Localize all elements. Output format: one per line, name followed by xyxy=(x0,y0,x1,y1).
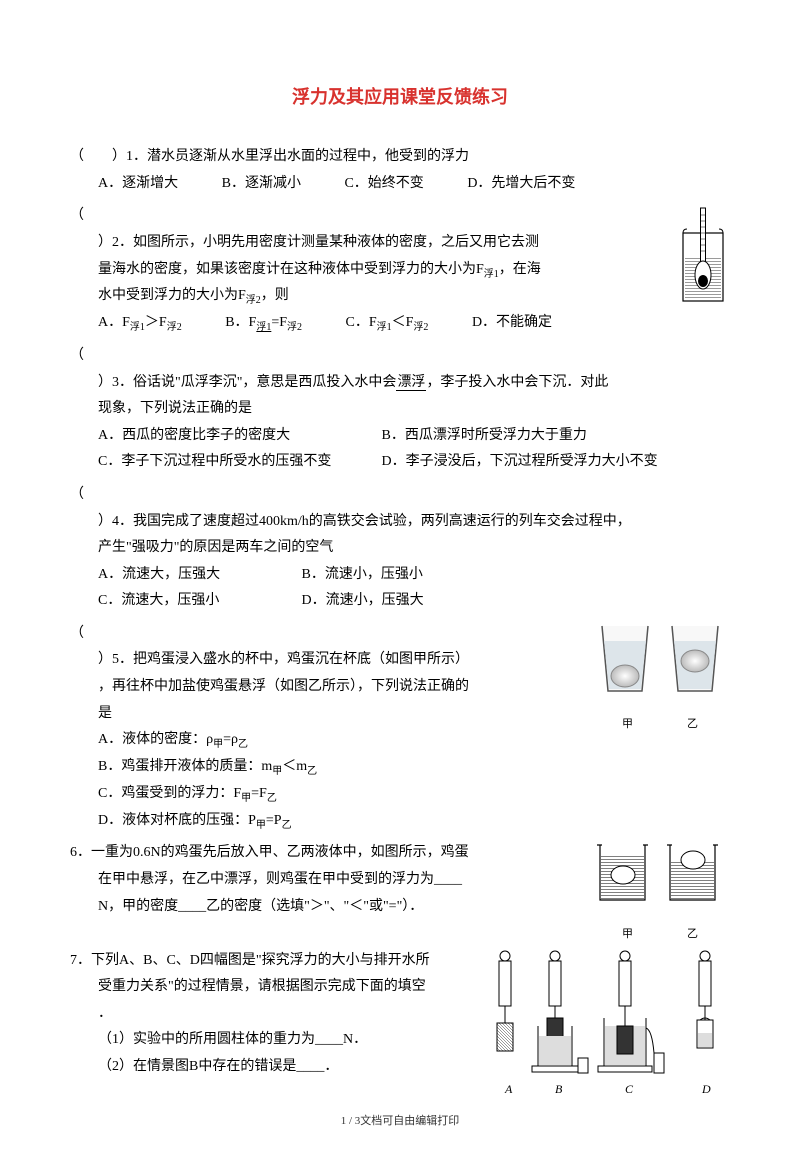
label-b: B xyxy=(555,1082,563,1096)
q2-paren: （ xyxy=(70,203,730,230)
q5-opt-c: C．鸡蛋受到的浮力：F甲=F乙 xyxy=(70,781,730,808)
q3-opt-d: D．李子浸没后，下沉过程所受浮力大小不变 xyxy=(382,449,662,476)
q3-stem2: 现象，下列说法正确的是 xyxy=(70,396,730,423)
q3-opt-b: B．西瓜漂浮时所受浮力大于重力 xyxy=(382,423,662,450)
q4-stem1: ）4．我国完成了速度超过400km/h的高铁交会试验，两列高速运行的列车交会过程… xyxy=(70,509,730,536)
q4-stem2: 产生"强吸力"的原因是两车之间的空气 xyxy=(70,535,730,562)
q3-opt-a: A．西瓜的密度比李子的密度大 xyxy=(98,423,378,450)
q1-opt-c: C．始终不变 xyxy=(344,171,423,198)
label-a: A xyxy=(504,1082,513,1096)
q1-opt-b: B．逐渐减小 xyxy=(222,171,301,198)
q4-opt-d: D．流速小，压强大 xyxy=(302,593,424,608)
question-7: A B C D 7．下列A、B、C、D四幅图是"探究浮力的大小与排开水所 受重力… xyxy=(70,948,730,1081)
question-5: 甲乙 （ ）5．把鸡蛋浸入盛水的杯中，鸡蛋沉在杯底（如图甲所示） ，再往杯中加盐… xyxy=(70,621,730,835)
q4-paren: （ xyxy=(70,482,730,509)
question-6: 甲乙 6．一重为0.6N的鸡蛋先后放入甲、乙两液体中，如图所示，鸡蛋 在甲中悬浮… xyxy=(70,840,730,920)
q3-stem1: ）3．俗话说"瓜浮李沉"，意思是西瓜投入水中会漂浮，李子投入水中会下沉．对此 xyxy=(70,370,730,397)
q2-opt-d: D．不能确定 xyxy=(472,315,552,330)
question-4: （ ）4．我国完成了速度超过400km/h的高铁交会试验，两列高速运行的列车交会… xyxy=(70,482,730,615)
q2-opt-b: B．F浮1=F浮2 xyxy=(225,315,302,330)
label-c: C xyxy=(625,1082,634,1096)
q6-label-yi: 乙 xyxy=(660,924,725,945)
q6-label-jia: 甲 xyxy=(595,924,660,945)
question-2: （ ）2．如图所示，小明先用密度计测量某种液体的密度，之后又用它去测 量海水的密… xyxy=(70,203,730,337)
question-3: （ ）3．俗话说"瓜浮李沉"，意思是西瓜投入水中会漂浮，李子投入水中会下沉．对此… xyxy=(70,343,730,476)
q2-opt-c: C．F浮1＜F浮2 xyxy=(346,315,429,330)
q1-opt-a: A．逐渐增大 xyxy=(98,171,178,198)
page-footer: 1 / 3文档可自由编辑打印 xyxy=(70,1111,730,1132)
q4-opt-b: B．流速小，压强小 xyxy=(302,567,423,582)
q4-opt-c: C．流速大，压强小 xyxy=(98,588,298,615)
q3-options: A．西瓜的密度比李子的密度大 B．西瓜漂浮时所受浮力大于重力 C．李子下沉过程中… xyxy=(70,423,730,476)
q3-opt-c: C．李子下沉过程中所受水的压强不变 xyxy=(98,449,378,476)
q2-options: A．F浮1＞F浮2 B．F浮1=F浮2 C．F浮1＜F浮2 D．不能确定 xyxy=(70,310,730,337)
q1-stem: （ ）1．潜水员逐渐从水里浮出水面的过程中，他受到的浮力 xyxy=(70,144,730,171)
q2-opt-a: A．F浮1＞F浮2 xyxy=(98,315,182,330)
hydrometer-figure xyxy=(675,203,730,319)
q5-label-yi: 乙 xyxy=(660,714,725,735)
q2-stem2: 量海水的密度，如果该密度计在这种液体中受到浮力的大小为F浮1，在海 xyxy=(70,257,730,284)
q5-label-jia: 甲 xyxy=(595,714,660,735)
q2-stem3: 水中受到浮力的大小为F浮2，则 xyxy=(70,283,730,310)
q1-opt-d: D．先增大后不变 xyxy=(467,171,575,198)
q2-stem1: ）2．如图所示，小明先用密度计测量某种液体的密度，之后又用它去测 xyxy=(70,230,730,257)
question-1: （ ）1．潜水员逐渐从水里浮出水面的过程中，他受到的浮力 A．逐渐增大 B．逐渐… xyxy=(70,144,730,197)
label-d: D xyxy=(701,1082,711,1096)
spring-scales-figure: A B C D xyxy=(470,948,730,1109)
q5-opt-b: B．鸡蛋排开液体的质量：m甲＜m乙 xyxy=(70,754,730,781)
q1-options: A．逐渐增大 B．逐渐减小 C．始终不变 D．先增大后不变 xyxy=(70,171,730,198)
egg-cups-figure: 甲乙 xyxy=(590,621,730,738)
beakers-figure: 甲乙 xyxy=(590,840,730,947)
q4-opt-a: A．流速大，压强大 xyxy=(98,562,298,589)
q5-opt-d: D．液体对杯底的压强：P甲=P乙 xyxy=(70,808,730,835)
q4-options: A．流速大，压强大 B．流速小，压强小 C．流速大，压强小 D．流速小，压强大 xyxy=(70,562,730,615)
q3-paren: （ xyxy=(70,343,730,370)
page-title: 浮力及其应用课堂反馈练习 xyxy=(70,80,730,114)
